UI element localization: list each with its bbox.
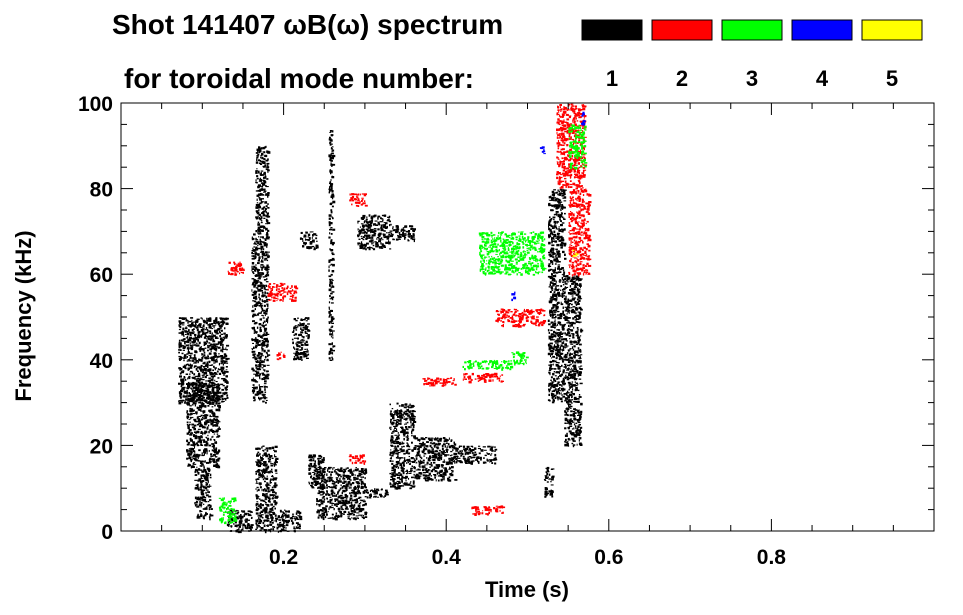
region-mode-4-2	[511, 291, 517, 302]
region-mode-1-4	[251, 232, 271, 404]
legend-label-3: 3	[746, 66, 758, 91]
y-tick-label: 0	[101, 521, 113, 544]
region-mode-4-1	[539, 146, 546, 155]
region-mode-1-18	[454, 445, 498, 465]
region-mode-2-0	[267, 282, 299, 302]
region-mode-1-13	[365, 488, 389, 499]
region-mode-2-6	[462, 372, 504, 384]
y-axis-label: Frequency (kHz)	[11, 230, 36, 401]
region-mode-2-2	[276, 351, 286, 361]
region-mode-1-1	[186, 381, 221, 469]
region-mode-1-20	[564, 275, 584, 448]
region-mode-1-10	[308, 454, 327, 489]
chart-title: Shot 141407 ωB(ω) spectrum	[112, 9, 503, 40]
y-tick-label: 100	[78, 93, 113, 116]
region-mode-1-6	[255, 445, 279, 534]
y-tick-label: 80	[90, 179, 113, 202]
y-tick-label: 60	[90, 264, 113, 287]
legend-swatch-2	[651, 19, 713, 41]
region-mode-5-0	[572, 249, 579, 257]
series-mode-1	[178, 130, 584, 534]
region-mode-3-1	[511, 351, 529, 366]
x-tick-label: 0.6	[594, 546, 623, 569]
region-mode-2-7	[495, 308, 547, 328]
legend: 1 2 3 4 5	[581, 19, 923, 91]
region-mode-2-1	[227, 261, 245, 276]
region-mode-2-10	[568, 188, 592, 277]
x-tick-label: 0.8	[757, 546, 787, 569]
series-mode-4	[511, 111, 586, 302]
region-mode-1-14	[357, 214, 392, 251]
region-mode-1-19	[547, 188, 568, 404]
region-mode-2-3	[349, 193, 368, 207]
legend-swatch-4	[791, 19, 853, 41]
legend-label-4: 4	[816, 66, 829, 91]
region-mode-1-0	[178, 317, 230, 405]
legend-swatch-5	[861, 19, 923, 41]
legend-label-1: 1	[606, 66, 618, 91]
series-mode-3	[218, 124, 588, 525]
region-mode-1-12	[328, 130, 336, 361]
region-mode-1-5	[255, 145, 271, 234]
region-mode-4-0	[581, 111, 586, 126]
y-tick-label: 20	[90, 435, 113, 458]
region-mode-1-21	[543, 466, 555, 498]
legend-swatch-3	[721, 19, 783, 41]
region-mode-3-0	[478, 231, 547, 276]
x-tick-label: 0.2	[269, 546, 298, 569]
region-mode-1-16	[389, 402, 417, 490]
region-mode-2-5	[422, 377, 457, 387]
x-axis-label: Time (s)	[485, 577, 569, 602]
legend-swatch-1	[581, 19, 643, 41]
region-mode-1-11	[316, 466, 368, 521]
region-mode-3-2	[462, 359, 514, 371]
region-mode-3-4	[218, 497, 238, 525]
region-mode-1-8	[299, 231, 319, 251]
region-mode-1-7	[275, 509, 303, 533]
region-mode-1-17	[413, 437, 458, 482]
region-mode-1-2	[194, 467, 214, 521]
legend-label-2: 2	[676, 66, 688, 91]
legend-label-5: 5	[886, 66, 898, 91]
x-tick-label: 0.4	[432, 546, 462, 569]
chart-subtitle: for toroidal mode number:	[124, 63, 474, 94]
region-mode-1-9	[291, 317, 311, 361]
axis-ticks	[121, 102, 934, 532]
region-mode-3-3	[568, 124, 588, 170]
region-mode-2-4	[348, 454, 367, 465]
plot-area	[178, 103, 592, 534]
region-mode-2-8	[471, 505, 506, 516]
y-tick-label: 40	[90, 350, 113, 373]
tick-labels: 0 20 40 60 80 100 0.2 0.4 0.6 0.8	[78, 93, 786, 569]
series-mode-5	[572, 249, 579, 257]
region-mode-1-15	[389, 223, 416, 243]
